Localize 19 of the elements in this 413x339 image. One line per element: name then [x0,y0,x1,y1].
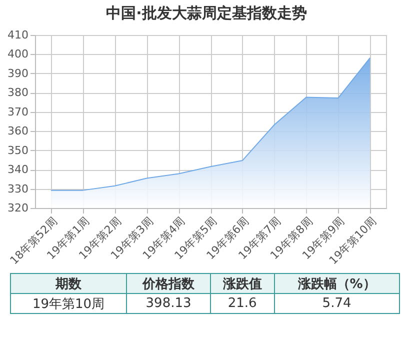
text: 398.13 [126,294,211,314]
text: 价格指数 [126,274,211,294]
text: 21.6 [210,294,274,314]
text: 19年第10周 [10,294,126,314]
text: 5.74 [274,294,400,314]
text: 涨跌幅（%） [274,274,400,294]
y-tick-label: 340 [8,163,28,176]
y-tick-label: 360 [8,124,28,138]
text: 涨跌值 [210,274,274,294]
chart-title: 中国·批发大蒜周定基指数走势 [105,3,308,24]
y-tick-label: 380 [8,86,28,100]
y-tick-label: 330 [8,182,28,196]
y-tick-label: 370 [8,105,28,118]
y-tick-label: 390 [8,66,28,80]
y-tick-label: 410 [8,28,28,42]
y-tick-label: 320 [8,202,28,214]
y-tick-label: 400 [8,48,28,61]
y-tick-label: 350 [8,144,28,157]
text: 期数 [10,274,126,294]
